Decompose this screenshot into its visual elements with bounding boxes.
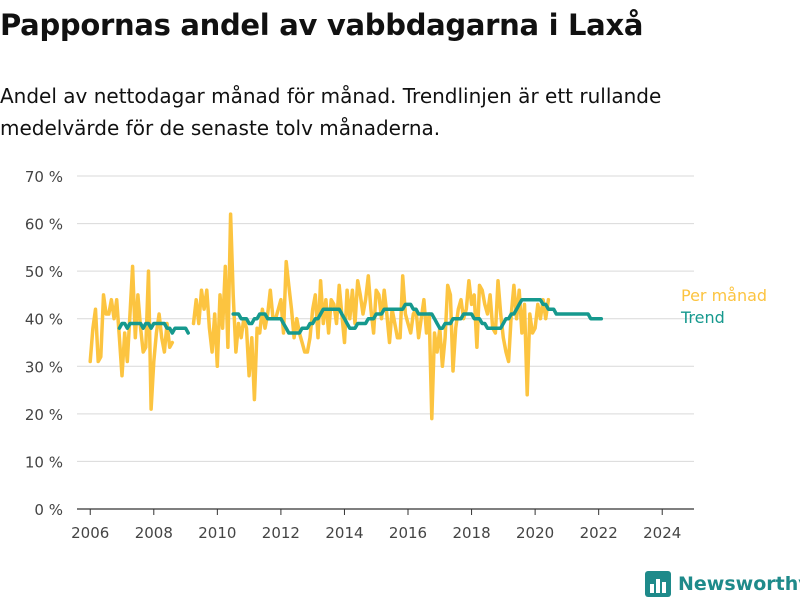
brand-name: Newsworthy: [678, 573, 800, 595]
newsworthy-brand: Newsworthy: [645, 570, 800, 598]
legend-label-trend: Trend: [680, 308, 725, 327]
chart-title: Pappornas andel av vabbdagarna i Laxå: [0, 8, 644, 42]
y-tick-label: 10 %: [25, 453, 63, 471]
x-tick-label: 2012: [262, 524, 300, 542]
y-tick-label: 40 %: [25, 311, 63, 329]
x-tick-label: 2024: [643, 524, 681, 542]
x-tick-label: 2016: [389, 524, 427, 542]
y-tick-label: 20 %: [25, 406, 63, 424]
y-tick-label: 30 %: [25, 358, 63, 376]
bar-chart-logo-icon: [645, 571, 671, 597]
legend: Per månad Trend: [680, 286, 767, 327]
series-line-per-manad: [88, 212, 551, 421]
x-tick-label: 2010: [198, 524, 236, 542]
y-tick-label: 60 %: [25, 216, 63, 234]
x-tick-label: 2022: [580, 524, 618, 542]
axes: 0 % 10 % 20 % 30 % 40 % 50 % 60 % 70 % 2006 2008 2…: [25, 168, 694, 542]
x-tick-label: 2018: [452, 524, 490, 542]
x-tick-label: 2020: [516, 524, 554, 542]
series-line-trend: [117, 297, 604, 335]
x-tick-label: 2008: [135, 524, 173, 542]
chart-subtitle: Andel av nettodagar månad för månad. Tre…: [0, 84, 662, 140]
y-tick-label: 70 %: [25, 168, 63, 186]
y-tick-label: 50 %: [25, 263, 63, 281]
series-lines: [88, 212, 604, 421]
x-tick-label: 2014: [325, 524, 363, 542]
legend-label-per-manad: Per månad: [681, 286, 767, 305]
x-tick-label: 2006: [71, 524, 109, 542]
y-tick-label: 0 %: [34, 501, 63, 519]
